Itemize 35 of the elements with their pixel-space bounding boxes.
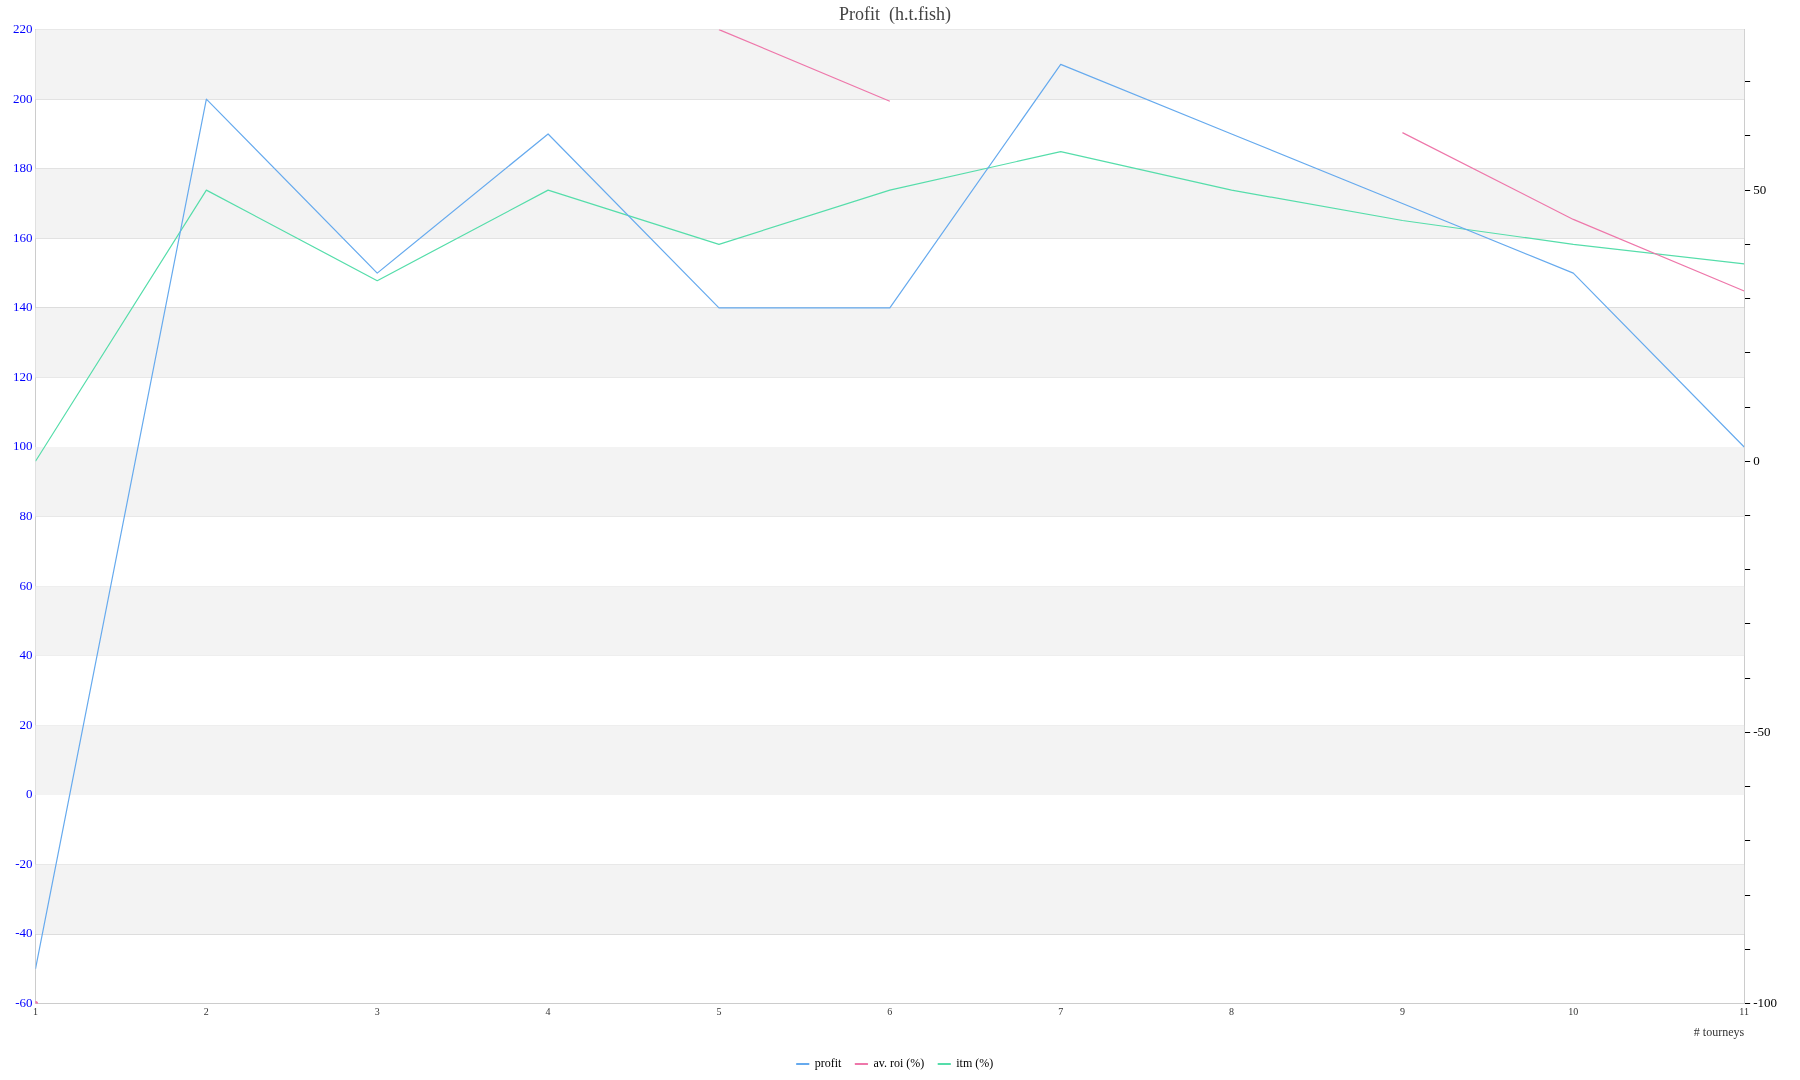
- y2-tick-label: -50: [1753, 723, 1771, 739]
- y-tick-label: 180: [13, 160, 33, 176]
- y-tick-label: 120: [13, 368, 33, 384]
- y-tick-label: -60: [15, 995, 33, 1011]
- y-tick-label: -20: [15, 855, 33, 871]
- legend-label: av. roi (%): [873, 1056, 925, 1071]
- x-tick-label: 6: [887, 1006, 893, 1018]
- y-tick-label: 160: [13, 229, 33, 245]
- x-tick-label: 8: [1229, 1006, 1235, 1018]
- x-tick-label: 9: [1399, 1006, 1405, 1018]
- y-tick-label: -40: [15, 925, 33, 941]
- y2-tick-label: 50: [1753, 181, 1767, 197]
- x-tick-label: 4: [545, 1006, 551, 1018]
- y2-tick-label: 0: [1753, 452, 1760, 468]
- y-tick-label: 220: [13, 21, 33, 37]
- y-tick-label: 80: [19, 508, 33, 524]
- x-tick-label: 2: [203, 1006, 209, 1018]
- x-axis-title: # tourneys: [1693, 1024, 1745, 1039]
- y2-tick-label: -100: [1753, 995, 1778, 1011]
- legend-label: profit: [814, 1056, 843, 1071]
- y-tick-label: 0: [26, 786, 33, 802]
- legend-label: itm (%): [956, 1056, 994, 1071]
- x-tick-label: 10: [1568, 1006, 1579, 1018]
- x-tick-label: 5: [716, 1006, 722, 1018]
- x-tick-label: 3: [374, 1006, 380, 1018]
- x-tick-label: 11: [1739, 1006, 1749, 1018]
- x-tick-label: 7: [1058, 1006, 1064, 1018]
- y-tick-label: 60: [19, 577, 33, 593]
- y-tick-label: 20: [19, 716, 33, 732]
- chart-title: Profit (h.t.fish): [839, 3, 951, 25]
- y-tick-label: 200: [13, 90, 33, 106]
- x-tick-label: 1: [33, 1006, 38, 1018]
- y-tick-label: 40: [19, 647, 33, 663]
- y-tick-label: 100: [13, 438, 33, 454]
- y-tick-label: 140: [13, 299, 33, 315]
